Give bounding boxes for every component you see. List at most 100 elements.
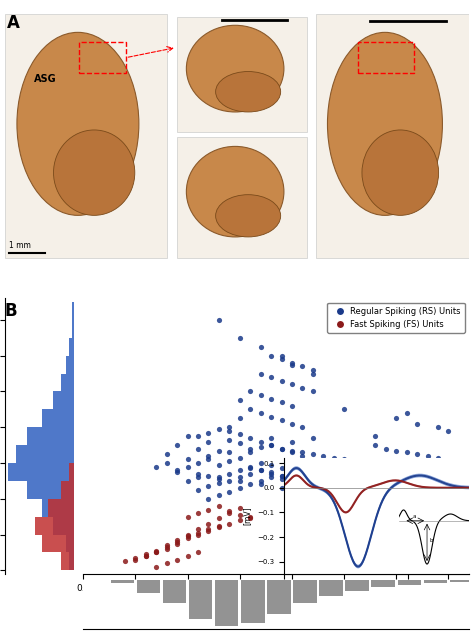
Point — [267, 433, 275, 443]
Point — [226, 422, 233, 432]
Point — [173, 538, 181, 549]
Bar — [16, 445, 74, 463]
Point — [309, 365, 317, 375]
Point — [226, 506, 233, 516]
Point — [299, 361, 306, 371]
Point — [288, 445, 296, 455]
Text: 1 mm: 1 mm — [9, 241, 31, 250]
Point — [257, 476, 264, 486]
Point — [184, 551, 191, 561]
Bar — [69, 338, 74, 356]
Point — [257, 408, 264, 418]
Point — [392, 413, 400, 424]
Bar — [61, 481, 74, 499]
Bar — [27, 481, 74, 499]
Point — [142, 549, 150, 559]
Point — [215, 424, 223, 434]
Point — [257, 458, 264, 468]
Point — [194, 469, 202, 479]
Point — [194, 508, 202, 518]
Bar — [69, 552, 74, 570]
Point — [226, 476, 233, 486]
Bar — [358, 43, 413, 73]
Bar — [48, 499, 74, 517]
Point — [288, 447, 296, 457]
Point — [184, 531, 191, 542]
Bar — [319, 580, 343, 596]
Point — [278, 444, 285, 454]
Point — [299, 422, 306, 432]
Point — [372, 440, 379, 450]
Point — [299, 383, 306, 393]
Bar — [72, 302, 74, 320]
Point — [403, 408, 410, 418]
Point — [309, 433, 317, 443]
Point — [215, 472, 223, 483]
Point — [184, 530, 191, 540]
Point — [142, 551, 150, 561]
Point — [257, 342, 264, 352]
Point — [382, 444, 390, 454]
Point — [246, 386, 254, 396]
Point — [267, 372, 275, 382]
Point — [413, 418, 421, 429]
Point — [330, 458, 337, 468]
Bar — [66, 535, 74, 552]
Point — [236, 413, 244, 424]
Point — [413, 449, 421, 459]
Point — [278, 376, 285, 386]
Point — [205, 481, 212, 491]
Bar — [53, 517, 74, 535]
Point — [226, 519, 233, 529]
Point — [184, 455, 191, 465]
Point — [299, 476, 306, 486]
Point — [205, 451, 212, 461]
Bar — [43, 499, 74, 517]
Point — [184, 431, 191, 441]
Point — [236, 429, 244, 439]
Point — [215, 514, 223, 524]
Point — [215, 478, 223, 488]
Point — [257, 465, 264, 475]
Point — [194, 524, 202, 534]
Point — [278, 415, 285, 425]
Point — [257, 436, 264, 446]
Point — [184, 476, 191, 486]
Point — [434, 422, 442, 432]
Point — [226, 456, 233, 466]
Point — [445, 425, 452, 436]
Bar — [72, 320, 74, 338]
Bar — [53, 391, 74, 410]
Point — [226, 435, 233, 445]
Bar — [215, 580, 238, 626]
Bar — [293, 580, 317, 603]
Point — [194, 528, 202, 538]
Point — [163, 449, 171, 459]
Point — [246, 444, 254, 454]
Bar — [137, 580, 160, 592]
Point — [340, 462, 348, 472]
Point — [267, 351, 275, 361]
Point — [246, 447, 254, 457]
Point — [163, 558, 171, 568]
Point — [173, 440, 181, 450]
Point — [184, 462, 191, 472]
Point — [246, 514, 254, 524]
Bar — [61, 552, 74, 570]
Point — [340, 404, 348, 415]
Point — [278, 444, 285, 454]
Point — [226, 447, 233, 457]
Bar — [66, 356, 74, 373]
Point — [319, 488, 327, 498]
Point — [163, 458, 171, 468]
Point — [194, 530, 202, 540]
Bar — [61, 373, 74, 391]
Point — [205, 519, 212, 529]
Bar — [398, 580, 421, 585]
Point — [163, 542, 171, 552]
Bar — [241, 580, 264, 624]
Point — [351, 456, 358, 466]
Bar — [372, 580, 395, 587]
Point — [153, 547, 160, 558]
Bar — [79, 43, 126, 73]
